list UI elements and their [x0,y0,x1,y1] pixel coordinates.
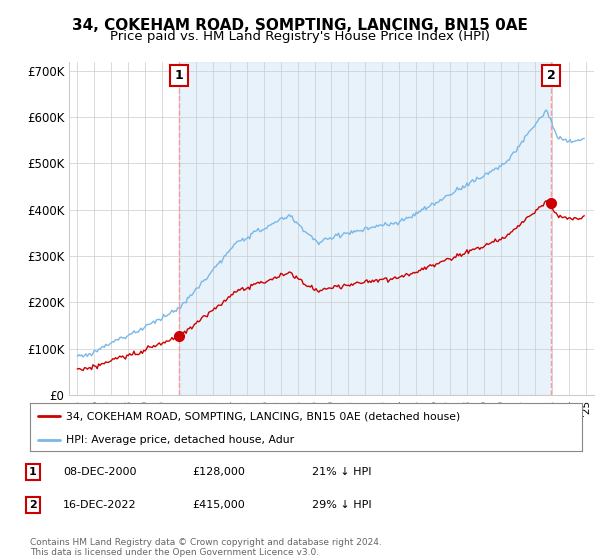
Text: 34, COKEHAM ROAD, SOMPTING, LANCING, BN15 0AE: 34, COKEHAM ROAD, SOMPTING, LANCING, BN1… [72,18,528,33]
Text: 1: 1 [29,467,37,477]
Text: Contains HM Land Registry data © Crown copyright and database right 2024.
This d: Contains HM Land Registry data © Crown c… [30,538,382,557]
Text: 29% ↓ HPI: 29% ↓ HPI [312,500,371,510]
Text: 34, COKEHAM ROAD, SOMPTING, LANCING, BN15 0AE (detached house): 34, COKEHAM ROAD, SOMPTING, LANCING, BN1… [66,411,460,421]
Text: 16-DEC-2022: 16-DEC-2022 [63,500,137,510]
Text: £415,000: £415,000 [192,500,245,510]
Text: £128,000: £128,000 [192,467,245,477]
Text: 2: 2 [547,69,556,82]
Text: 21% ↓ HPI: 21% ↓ HPI [312,467,371,477]
Text: Price paid vs. HM Land Registry's House Price Index (HPI): Price paid vs. HM Land Registry's House … [110,30,490,43]
Text: HPI: Average price, detached house, Adur: HPI: Average price, detached house, Adur [66,435,294,445]
Bar [179,62,551,395]
Text: 2: 2 [29,500,37,510]
Text: 08-DEC-2000: 08-DEC-2000 [63,467,137,477]
Text: 1: 1 [175,69,184,82]
